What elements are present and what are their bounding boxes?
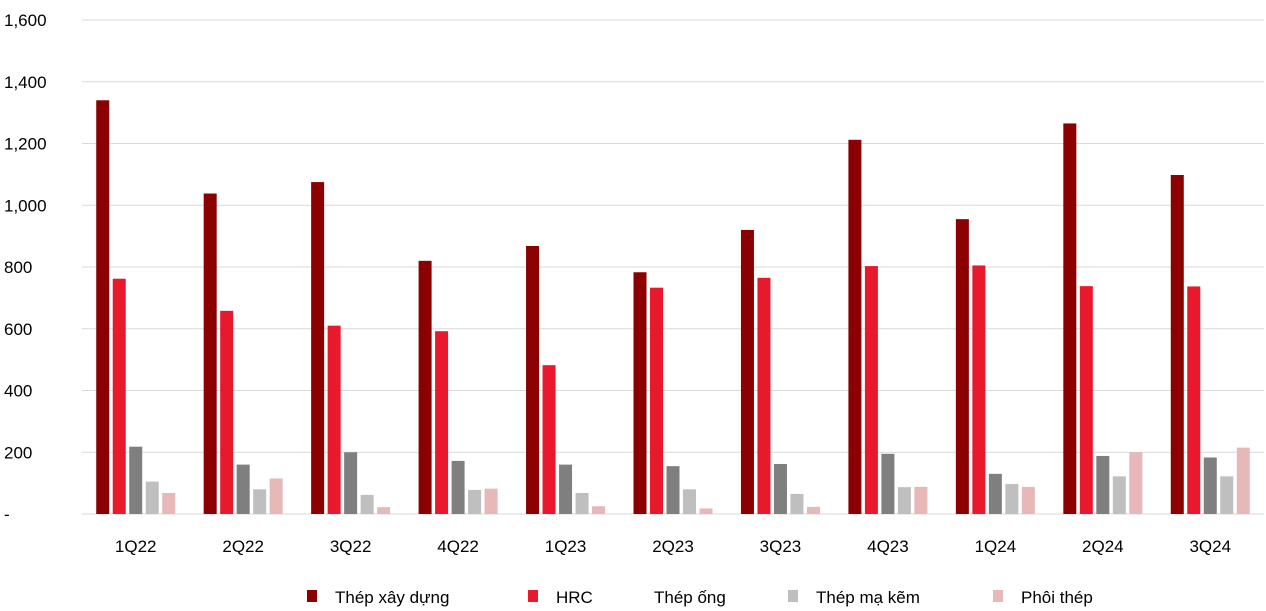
x-tick-label: 1Q24 — [975, 537, 1017, 556]
bar — [988, 473, 1002, 514]
bar — [666, 466, 680, 514]
bar — [435, 331, 449, 514]
bar — [269, 478, 283, 514]
bar — [1021, 486, 1035, 514]
bar — [1203, 457, 1217, 514]
bar — [914, 486, 928, 514]
y-tick-label: 1,000 — [4, 196, 47, 215]
bar — [468, 489, 482, 514]
bar — [881, 453, 895, 514]
bar — [955, 219, 969, 515]
x-tick-label: 4Q22 — [437, 537, 479, 556]
bar — [1129, 452, 1143, 514]
bar — [1005, 484, 1019, 514]
bar — [203, 193, 217, 514]
y-tick-label: 600 — [4, 320, 32, 339]
bar — [418, 260, 432, 514]
bar — [699, 508, 713, 514]
bar — [96, 100, 110, 515]
y-tick-label: 200 — [4, 443, 32, 462]
y-tick-label: 1,600 — [4, 11, 47, 30]
bar — [1220, 476, 1234, 514]
x-tick-label: 2Q23 — [652, 537, 694, 556]
legend-swatch — [528, 590, 538, 602]
x-tick-label: 1Q23 — [545, 537, 587, 556]
bar — [773, 463, 787, 514]
bar — [451, 460, 465, 514]
bar — [1236, 447, 1250, 514]
bar — [1063, 123, 1077, 515]
bar — [806, 506, 820, 514]
bar — [864, 266, 878, 514]
bar — [1187, 286, 1201, 514]
legend-label: Thép mạ kẽm — [816, 588, 920, 607]
bar — [972, 265, 986, 514]
y-tick-label: - — [4, 505, 10, 524]
bar — [790, 493, 804, 514]
legend-label: Thép ống — [654, 588, 726, 607]
bar — [633, 272, 647, 514]
y-tick-label: 1,400 — [4, 73, 47, 92]
bar — [145, 481, 159, 514]
y-axis-tick-labels: - 200 400 600 800 1,000 1,200 1,400 1,600 — [4, 11, 47, 524]
bar — [740, 229, 754, 514]
x-tick-label: 2Q24 — [1082, 537, 1124, 556]
x-tick-label: 1Q22 — [115, 537, 157, 556]
y-tick-label: 1,200 — [4, 135, 47, 154]
x-tick-label: 3Q24 — [1189, 537, 1231, 556]
bar — [360, 494, 374, 514]
bar — [848, 139, 862, 515]
bar — [757, 277, 771, 514]
bar — [1112, 476, 1126, 514]
x-tick-label: 3Q22 — [330, 537, 372, 556]
legend-swatch — [788, 590, 798, 602]
bar — [377, 507, 391, 514]
x-tick-label: 4Q23 — [867, 537, 909, 556]
bar — [559, 464, 573, 514]
bar — [1170, 174, 1184, 514]
bar — [112, 278, 126, 514]
bar — [484, 488, 498, 514]
bar — [129, 446, 143, 514]
x-tick-label: 2Q22 — [222, 537, 264, 556]
bar — [592, 506, 606, 514]
bar — [650, 287, 663, 514]
y-tick-label: 400 — [4, 382, 32, 401]
legend-label: HRC — [556, 588, 593, 607]
bar — [575, 493, 589, 514]
x-axis-tick-labels: 1Q22 2Q22 3Q22 4Q22 1Q23 2Q23 3Q23 4Q23 1Q24 2Q24… — [115, 537, 1231, 556]
legend: Thép xây dựng HRC Thép ống Thép mạ kẽm Phôi … — [307, 588, 1093, 607]
bar — [220, 310, 234, 514]
legend-swatch — [993, 590, 1003, 602]
x-tick-label: 3Q23 — [760, 537, 802, 556]
bar — [1079, 286, 1093, 514]
legend-label: Phôi thép — [1021, 588, 1093, 607]
bar — [542, 365, 556, 514]
bar — [327, 325, 341, 514]
bar — [683, 489, 696, 514]
bar — [897, 487, 911, 514]
bar — [1096, 455, 1110, 514]
bar — [344, 452, 358, 514]
bar — [162, 493, 176, 514]
bar — [311, 182, 325, 514]
gridlines — [82, 19, 1264, 453]
bar — [253, 489, 267, 514]
legend-swatch — [307, 590, 317, 602]
y-tick-label: 800 — [4, 258, 32, 277]
bar — [236, 464, 250, 514]
bar — [526, 246, 540, 514]
bars — [96, 100, 1250, 515]
legend-label: Thép xây dựng — [335, 588, 449, 607]
